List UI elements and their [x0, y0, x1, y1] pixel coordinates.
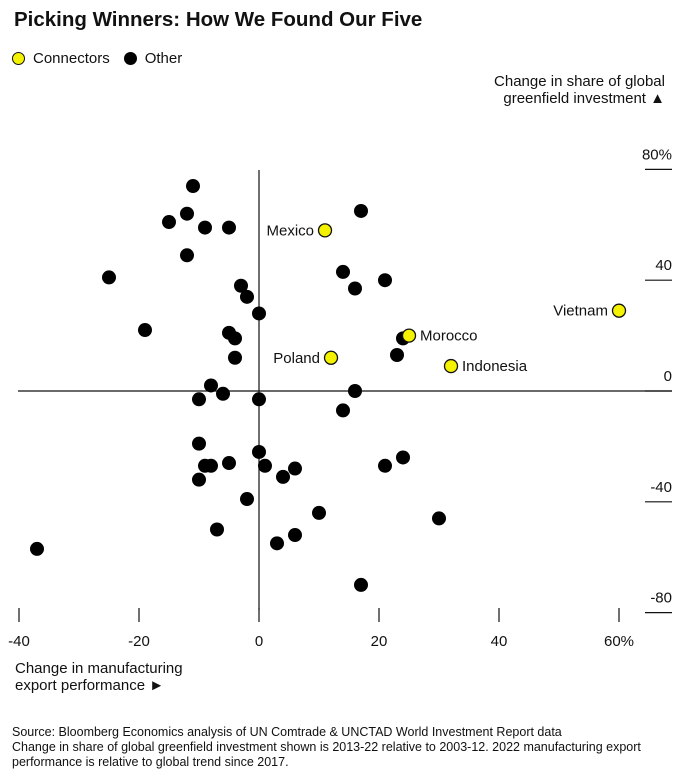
connector-point-vietnam [611, 303, 627, 318]
other-point [228, 350, 242, 365]
other-point [252, 392, 266, 407]
connector-label-poland: Poland [273, 350, 320, 367]
other-point [102, 270, 116, 285]
x-tick-label: 60% [604, 633, 634, 650]
chart-title: Picking Winners: How We Found Our Five [14, 8, 423, 31]
connector-label-vietnam: Vietnam [553, 303, 608, 320]
x-tick-label: 0 [255, 633, 263, 650]
point-labels-group: Mexico Vietnam Morocco Poland Indonesia [266, 222, 608, 375]
legend: Connectors Other [12, 50, 196, 67]
other-point [270, 536, 284, 551]
other-point [258, 458, 272, 473]
x-tick-label: -20 [128, 633, 150, 650]
x-axis-label-text: Change in manufacturing export performan… [15, 660, 183, 694]
legend-label-other: Other [144, 50, 183, 67]
connector-point-mexico [317, 223, 333, 238]
connector-point-indonesia [443, 358, 459, 374]
other-point [186, 179, 200, 194]
other-point [204, 458, 218, 473]
legend-swatch-other [123, 52, 137, 65]
other-point [210, 522, 224, 537]
x-tick-label: -40 [8, 633, 30, 650]
y-axis-arrow-icon: ▲ [650, 90, 665, 107]
other-point [348, 384, 362, 398]
other-point [30, 541, 44, 556]
other-point [222, 456, 236, 471]
y-tick-label: 40 [655, 257, 672, 274]
other-point [336, 403, 350, 418]
other-point [354, 577, 368, 592]
connector-point-morocco [401, 328, 417, 343]
x-tick-label: 40 [491, 633, 508, 650]
other-point [192, 392, 206, 407]
other-point [390, 347, 404, 362]
other-point [252, 444, 266, 459]
x-tick-label: 20 [371, 633, 388, 650]
other-point [378, 273, 392, 288]
other-point [288, 528, 302, 543]
legend-label-connectors: Connectors [33, 50, 110, 67]
other-point [396, 450, 410, 465]
other-point [180, 248, 194, 263]
connector-label-indonesia: Indonesia [462, 358, 528, 375]
other-point [240, 492, 254, 507]
other-point [138, 323, 152, 338]
legend-item-other: Other [123, 50, 183, 67]
y-axis-label: Change in share of global greenfield inv… [465, 73, 665, 107]
other-point [192, 472, 206, 487]
other-point [198, 220, 212, 235]
source-note: Source: Bloomberg Economics analysis of … [12, 725, 682, 770]
other-point [180, 206, 194, 221]
source-line: Source: Bloomberg Economics analysis of … [12, 725, 562, 739]
other-point [228, 331, 242, 346]
other-point [378, 458, 392, 473]
other-point [204, 378, 218, 393]
connector-label-morocco: Morocco [420, 328, 478, 345]
y-tick-label: 0 [664, 368, 672, 385]
legend-swatch-connectors [12, 52, 25, 65]
other-point [162, 215, 176, 230]
connector-point-poland [323, 350, 339, 365]
other-point [354, 203, 368, 218]
other-point [192, 436, 206, 451]
y-tick-label: -80 [650, 590, 672, 607]
y-tick-label: 80% [642, 146, 672, 163]
connector-label-mexico: Mexico [266, 222, 314, 239]
other-point [288, 461, 302, 476]
y-tick-label: -40 [650, 479, 672, 496]
other-point [234, 278, 248, 293]
x-axis-label: Change in manufacturing export performan… [15, 660, 215, 694]
other-point [348, 281, 362, 296]
legend-item-connectors: Connectors [12, 50, 110, 67]
other-point [222, 220, 236, 235]
methodology-note: Change in share of global greenfield inv… [12, 740, 641, 769]
axes-group: -40 -20 0 20 40 60% 80% 40 0 -40 -80 [8, 146, 672, 650]
other-point [216, 386, 230, 401]
other-point [252, 306, 266, 321]
x-axis-arrow-icon: ► [149, 677, 165, 694]
other-point [240, 289, 254, 304]
other-point [312, 505, 326, 520]
other-point [432, 511, 446, 526]
y-axis-label-text: Change in share of global greenfield inv… [494, 73, 665, 107]
points-group [30, 179, 627, 592]
other-point [276, 469, 290, 484]
other-point [336, 264, 350, 279]
